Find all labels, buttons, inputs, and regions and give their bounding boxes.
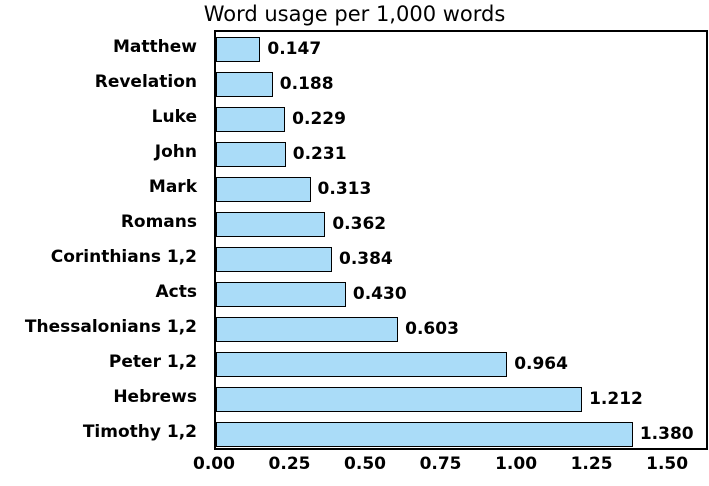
bar xyxy=(216,211,326,238)
bar-value-label: 1.380 xyxy=(639,424,694,445)
category-label: Mark xyxy=(148,176,197,197)
x-tick-label: 0.50 xyxy=(344,454,387,474)
category-label: Timothy 1,2 xyxy=(82,421,197,442)
bar-row: 0.430 xyxy=(216,281,706,308)
bar-value-label: 0.603 xyxy=(405,319,459,340)
bar xyxy=(216,71,273,98)
bar-row: 0.147 xyxy=(216,36,706,63)
category-label: Revelation xyxy=(94,71,197,92)
bar-row: 0.362 xyxy=(216,211,706,238)
bar-value-label: 1.212 xyxy=(589,389,643,410)
bar xyxy=(216,386,583,413)
category-label: Thessalonians 1,2 xyxy=(24,316,197,337)
bar-value-label: 0.362 xyxy=(332,214,387,235)
bar xyxy=(216,281,346,308)
bar xyxy=(216,316,399,343)
x-tick-label: 0.75 xyxy=(419,454,462,474)
bar xyxy=(216,36,261,63)
bar-row: 0.231 xyxy=(216,141,706,168)
x-axis-tick-labels: 0.00 0.25 0.50 0.75 1.00 1.25 1.50 xyxy=(193,452,708,482)
category-label: Hebrews xyxy=(113,386,197,407)
category-label: Peter 1,2 xyxy=(108,351,197,372)
category-label: Romans xyxy=(120,211,197,232)
category-label: Corinthians 1,2 xyxy=(50,246,197,267)
bar-row: 0.964 xyxy=(216,351,706,378)
bar-value-label: 0.384 xyxy=(338,249,393,270)
bar xyxy=(216,421,633,448)
bar-row: 0.603 xyxy=(216,316,706,343)
bar-value-label: 0.231 xyxy=(292,144,347,165)
bar xyxy=(216,351,508,378)
bar xyxy=(216,246,332,273)
bar-value-label: 0.147 xyxy=(267,39,322,60)
chart-title: Word usage per 1,000 words xyxy=(203,2,506,26)
bar-row: 1.212 xyxy=(216,386,706,413)
bar-row: 0.229 xyxy=(216,106,706,133)
x-tick-label: 1.00 xyxy=(495,454,538,474)
bar xyxy=(216,106,286,133)
x-tick-label: 0.00 xyxy=(193,454,235,474)
category-label: Matthew xyxy=(113,36,197,57)
bar-row: 0.313 xyxy=(216,176,706,203)
y-axis-category-labels: Matthew Revelation Luke John Mark Romans Corin… xyxy=(0,30,206,450)
bar-value-label: 0.430 xyxy=(352,284,407,305)
category-label: John xyxy=(154,141,197,162)
plot-area: 0.147 0.188 0.229 0.231 0.313 0.362 0.384 0.430… xyxy=(214,30,708,450)
bar-row: 0.384 xyxy=(216,246,706,273)
bar xyxy=(216,176,311,203)
x-tick-label: 1.25 xyxy=(570,454,613,474)
bar-row: 1.380 xyxy=(216,421,706,448)
category-label: Acts xyxy=(155,281,197,302)
bar-value-label: 0.229 xyxy=(292,109,346,130)
x-tick-label: 1.50 xyxy=(646,454,689,474)
bars-layer: 0.147 0.188 0.229 0.231 0.313 0.362 0.384 0.430… xyxy=(216,32,706,448)
bar-row: 0.188 xyxy=(216,71,706,98)
bar xyxy=(216,141,286,168)
bar-value-label: 0.313 xyxy=(317,179,372,200)
category-label: Luke xyxy=(151,106,197,127)
bar-value-label: 0.188 xyxy=(279,74,334,95)
x-tick-label: 0.25 xyxy=(268,454,311,474)
bar-value-label: 0.964 xyxy=(514,354,568,375)
